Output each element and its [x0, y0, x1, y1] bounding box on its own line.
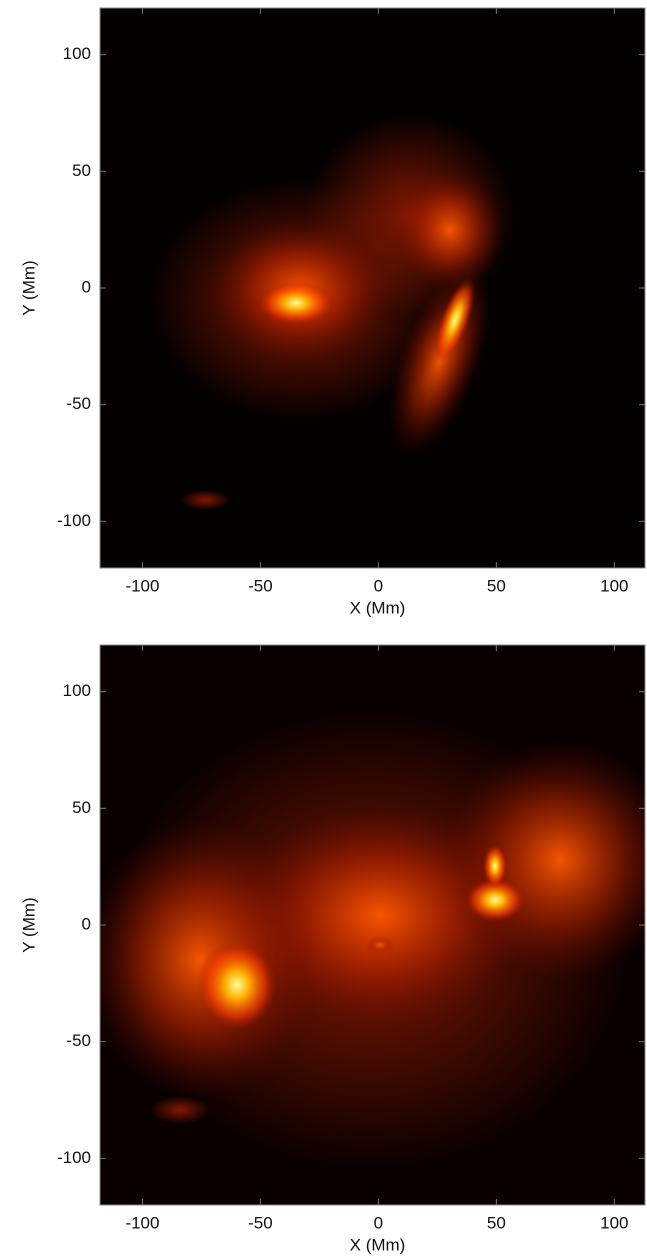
y-tick-label: 100: [63, 681, 91, 700]
x-tick-label: 0: [374, 576, 383, 595]
x-axis-title: X (Mm): [350, 1235, 406, 1254]
x-tick-label: -50: [248, 1213, 273, 1232]
y-tick-label: 0: [82, 277, 91, 296]
x-tick-label: -50: [248, 576, 273, 595]
y-tick-label: 0: [82, 914, 91, 933]
x-tick-label: 50: [487, 576, 506, 595]
x-tick-label: -100: [125, 576, 159, 595]
y-tick-label: -100: [57, 1148, 91, 1167]
y-axis-title: Y (Mm): [19, 260, 38, 315]
y-tick-label: 50: [72, 161, 91, 180]
x-tick-label: 100: [600, 576, 628, 595]
x-tick-label: 100: [600, 1213, 628, 1232]
x-tick-label: 50: [487, 1213, 506, 1232]
y-tick-label: -50: [66, 1031, 91, 1050]
heatmap-image: [100, 8, 645, 568]
y-tick-label: -50: [66, 394, 91, 413]
heatmap-image: [100, 645, 645, 1205]
x-tick-label: 0: [374, 1213, 383, 1232]
x-tick-label: -100: [125, 1213, 159, 1232]
y-tick-label: 100: [63, 44, 91, 63]
y-tick-label: 50: [72, 798, 91, 817]
x-axis-title: X (Mm): [350, 598, 406, 617]
y-tick-label: -100: [57, 511, 91, 530]
y-axis-title: Y (Mm): [19, 897, 38, 952]
